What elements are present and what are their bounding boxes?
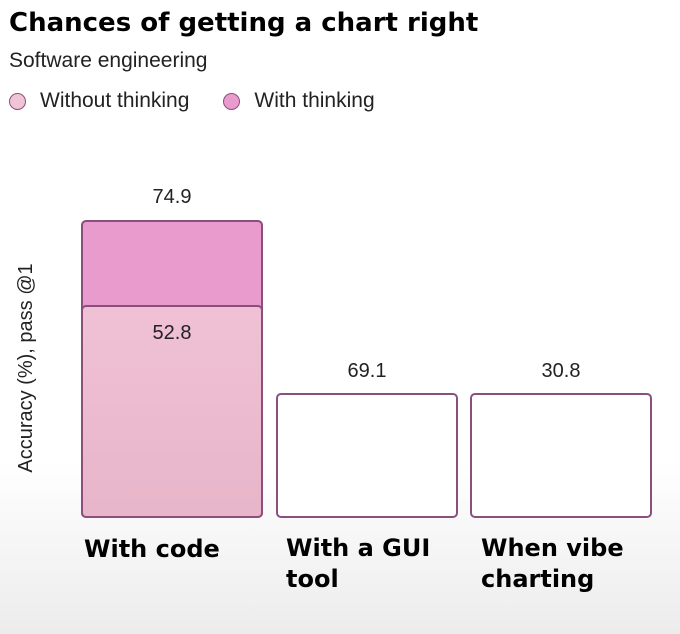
legend-swatch-with-thinking — [223, 92, 241, 110]
legend-swatch-without-thinking — [9, 92, 26, 110]
value-label-with-code-without-thinking: 52.8 — [153, 322, 192, 344]
value-label-with-code-with-thinking: 74.9 — [153, 186, 192, 208]
x-tick-label-with-code: With code — [84, 535, 220, 563]
chart-legend: Without thinking With thinking — [9, 89, 409, 113]
chart-subtitle: Software engineering — [9, 49, 208, 72]
chart-title: Chances of getting a chart right — [9, 8, 479, 38]
bar-vibe-charting — [470, 393, 652, 518]
x-tick-label-with-gui-tool: With a GUI tool — [286, 534, 431, 593]
y-axis-label: Accuracy (%), pass @1 — [15, 263, 37, 472]
legend-item-without-thinking: Without thinking — [9, 89, 189, 113]
x-tick-label-vibe-charting: When vibe charting — [481, 534, 624, 593]
bar-with-code-without-thinking — [81, 305, 263, 518]
legend-label-with-thinking: With thinking — [254, 89, 375, 112]
bar-with-gui-tool — [276, 393, 458, 518]
value-label-vibe-charting: 30.8 — [542, 360, 581, 382]
legend-label-without-thinking: Without thinking — [40, 89, 190, 112]
value-label-with-gui-tool: 69.1 — [348, 360, 387, 382]
legend-item-with-thinking: With thinking — [223, 89, 375, 113]
